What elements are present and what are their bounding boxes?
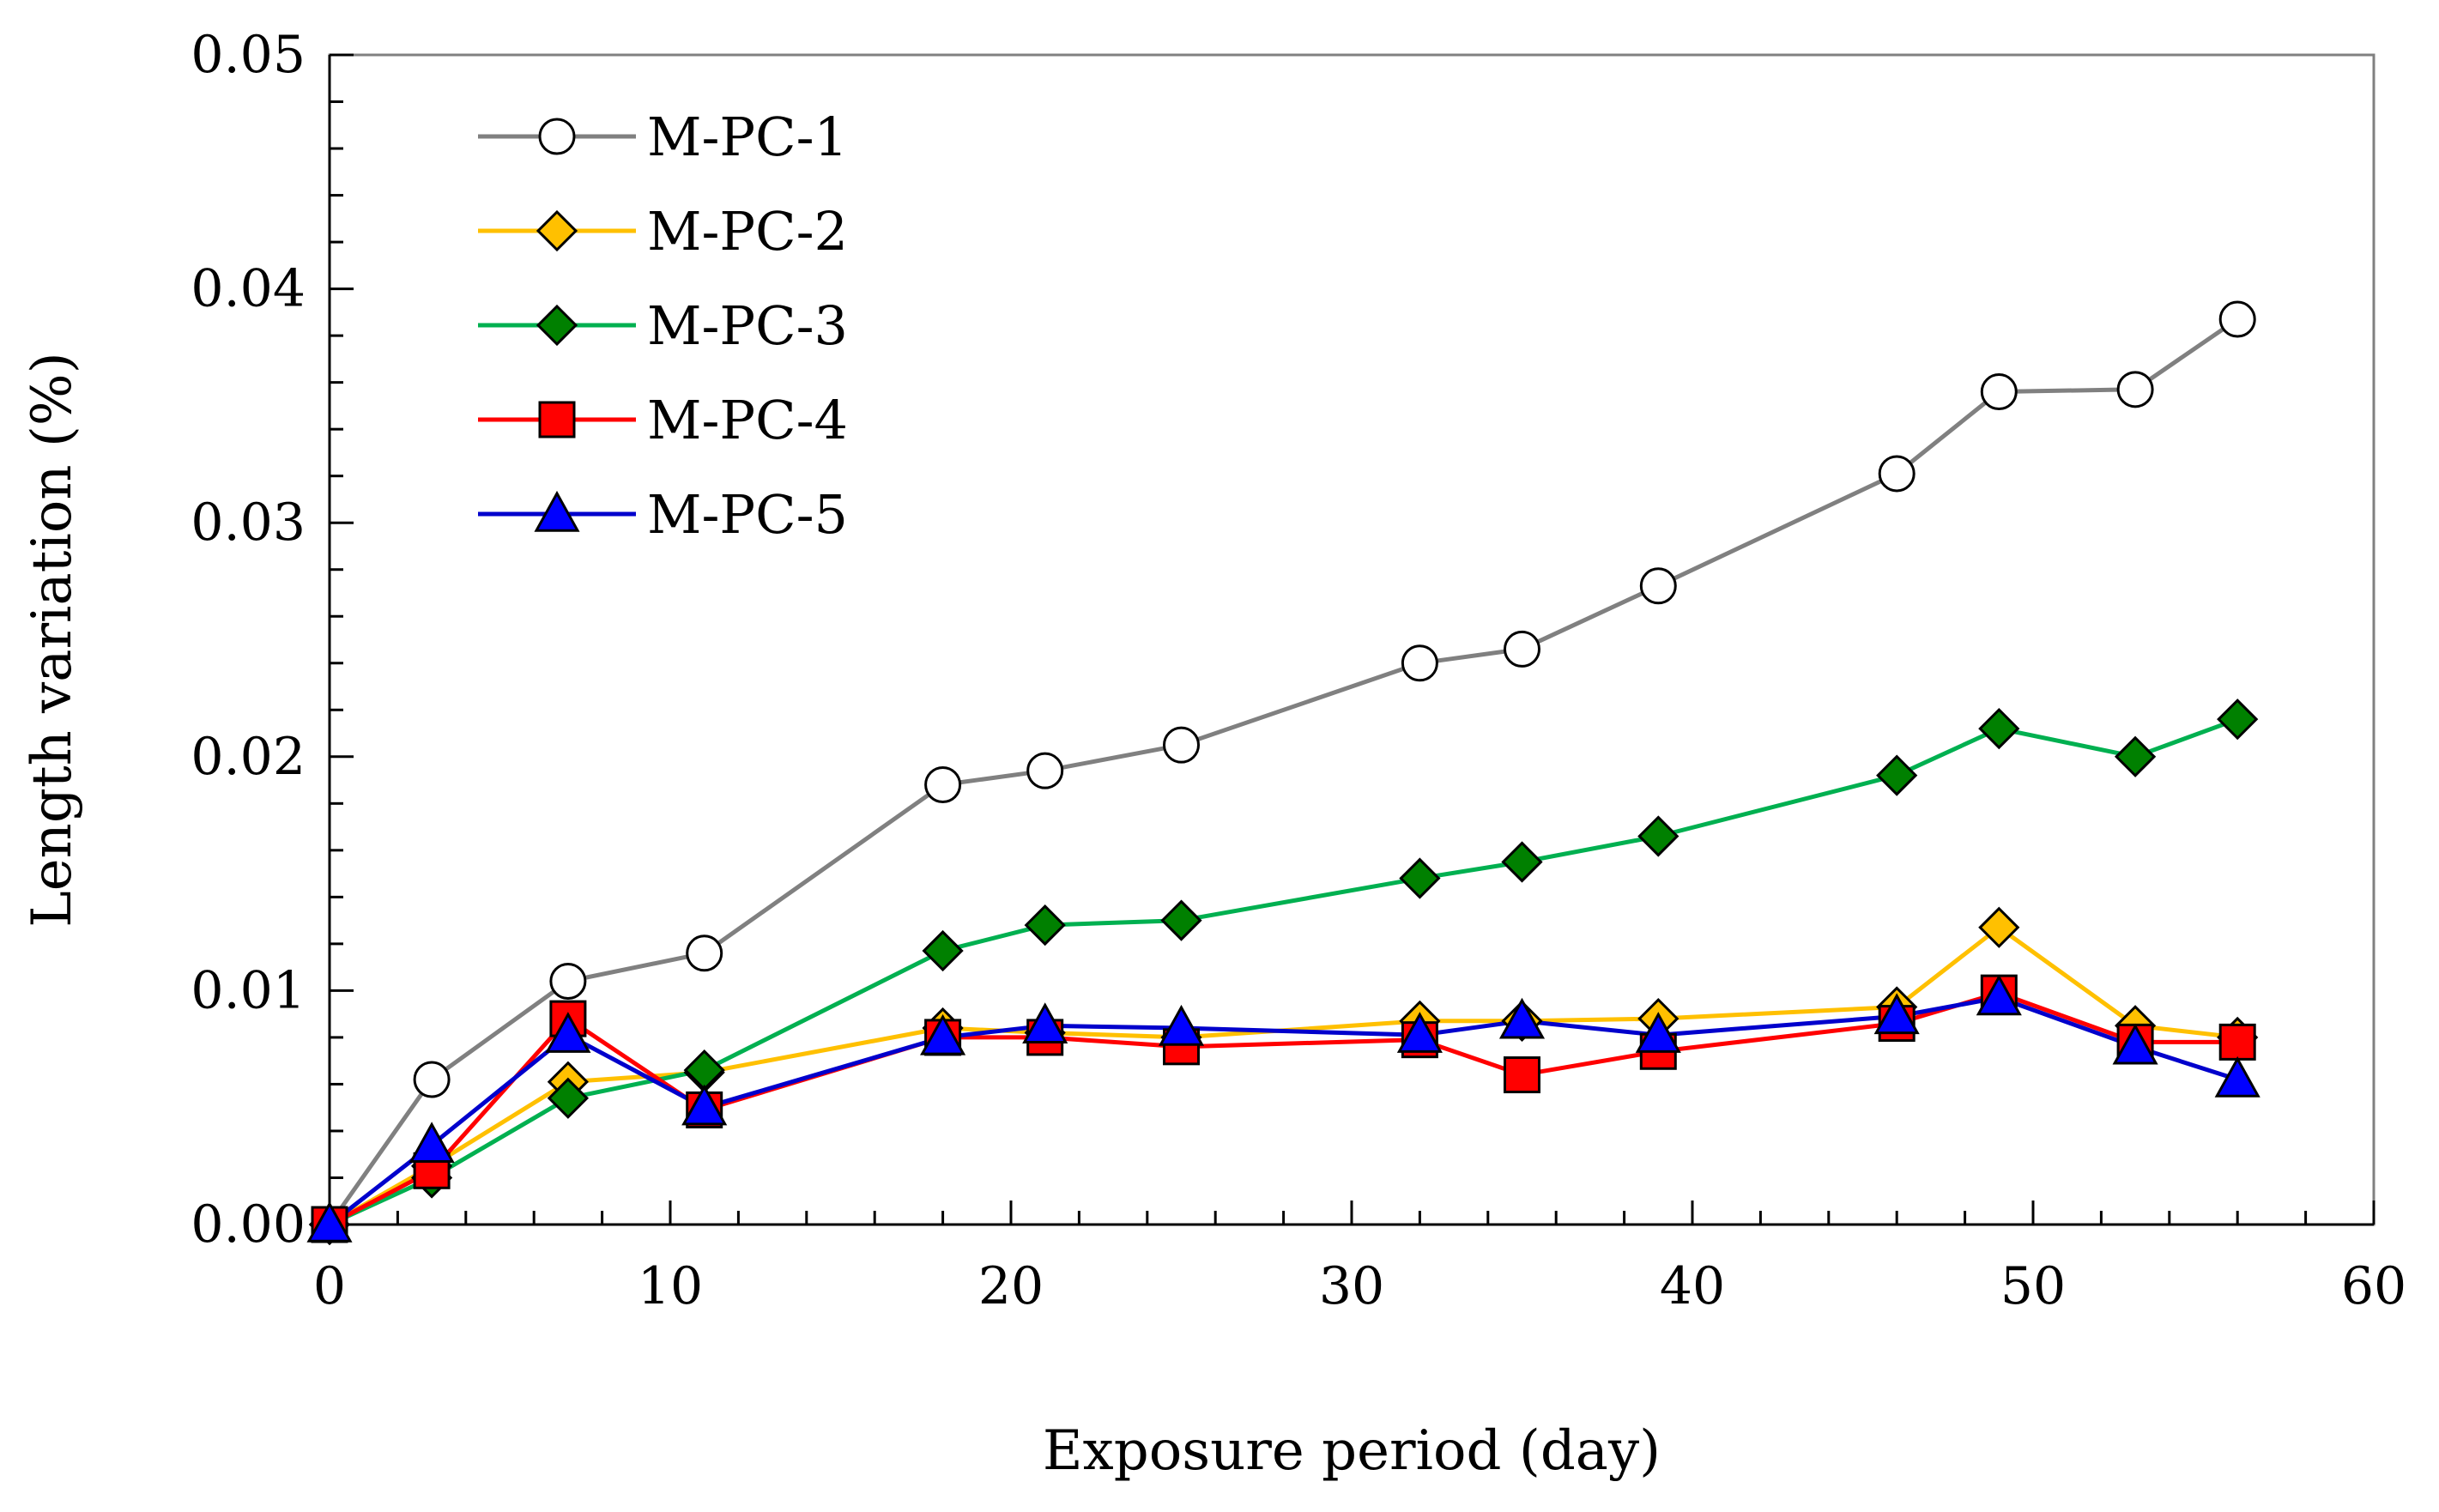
series-line-m-pc-2 (328, 925, 2238, 1227)
data-point (686, 934, 723, 972)
data-point (1980, 373, 2018, 411)
data-point (2116, 371, 2154, 408)
y-tick-label: 0.04 (191, 259, 306, 319)
legend-item-m-pc-5: M-PC-5 (478, 483, 848, 546)
data-point (547, 1077, 590, 1119)
legend-marker (538, 118, 576, 155)
data-point (2114, 735, 2157, 777)
data-point (681, 1084, 728, 1126)
x-tick-label: 30 (1319, 1256, 1384, 1316)
legend-item-m-pc-3: M-PC-3 (478, 294, 848, 357)
data-point (409, 1122, 455, 1164)
data-point (1878, 455, 1915, 493)
legend-label: M-PC-1 (647, 106, 848, 168)
x-tick-label: 60 (2341, 1256, 2406, 1316)
data-point (1504, 1056, 1540, 1094)
series-line-m-pc-3 (328, 717, 2239, 1227)
y-tick-label: 0.05 (191, 25, 306, 85)
data-point (1401, 644, 1438, 682)
data-point (1504, 630, 1540, 668)
data-markers (306, 300, 2260, 1246)
legend-marker (534, 490, 580, 532)
legend-marker (538, 401, 576, 438)
data-point (2112, 1023, 2158, 1065)
data-point (413, 1061, 451, 1098)
data-point (1635, 1012, 1681, 1053)
data-point (2218, 1023, 2256, 1061)
data-point (1978, 707, 2020, 750)
legend-marker (536, 304, 578, 347)
data-point (1639, 567, 1677, 605)
legend-label: M-PC-2 (647, 200, 848, 263)
data-point (1024, 904, 1066, 947)
axis-ticks: 0 10 20 30 40 50 60 0.00 0.01 0.02 0.03 0.04 0.05 (191, 25, 2406, 1316)
legend-item-m-pc-2: M-PC-2 (478, 200, 848, 263)
data-point (1160, 899, 1202, 941)
data-point (1498, 997, 1546, 1039)
x-tick-label: 20 (978, 1256, 1044, 1316)
data-point (1022, 1002, 1068, 1043)
x-tick-label: 10 (638, 1256, 703, 1316)
y-tick-label: 0.03 (191, 493, 306, 553)
data-point (1158, 1004, 1205, 1046)
legend-item-m-pc-1: M-PC-1 (478, 106, 848, 168)
data-point (1163, 726, 1200, 764)
data-point (924, 766, 962, 804)
y-tick-label: 0.01 (191, 960, 306, 1020)
x-tick-label: 40 (1660, 1256, 1725, 1316)
data-point (1026, 752, 1064, 789)
data-point (1876, 754, 1918, 796)
data-point (1873, 993, 1920, 1035)
series-markers-m-pc-5 (306, 974, 2260, 1243)
data-point (306, 1201, 353, 1243)
data-point (549, 962, 587, 1000)
legend-item-m-pc-4: M-PC-4 (478, 389, 848, 451)
x-tick-label: 50 (2000, 1256, 2066, 1316)
legend-label: M-PC-3 (647, 294, 848, 357)
y-tick-label: 0.00 (191, 1194, 306, 1255)
legend-marker (536, 209, 578, 252)
legend-label: M-PC-5 (647, 483, 848, 546)
data-point (2217, 699, 2259, 741)
data-point (545, 1012, 591, 1053)
data-point (1978, 906, 2020, 948)
series-line-m-pc-1 (327, 317, 2239, 1226)
x-tick-label: 0 (313, 1256, 346, 1316)
x-axis-title: Exposure period (day) (1043, 1419, 1661, 1483)
data-point (1637, 815, 1679, 857)
y-tick-label: 0.02 (191, 727, 306, 787)
y-axis-title: Length variation (%) (21, 352, 84, 927)
series-markers-m-pc-1 (311, 300, 2256, 1243)
data-point (1501, 841, 1543, 883)
data-point (2214, 1055, 2260, 1098)
data-point (922, 929, 964, 972)
data-point (1396, 1012, 1443, 1053)
data-point (920, 1013, 966, 1055)
data-point (2218, 300, 2256, 338)
data-point (1976, 974, 2022, 1016)
data-point (1399, 857, 1441, 899)
legend-label: M-PC-4 (647, 389, 848, 451)
legend: M-PC-1 M-PC-2 M-PC-3 M-PC-4 M-PC-5 (478, 106, 848, 546)
